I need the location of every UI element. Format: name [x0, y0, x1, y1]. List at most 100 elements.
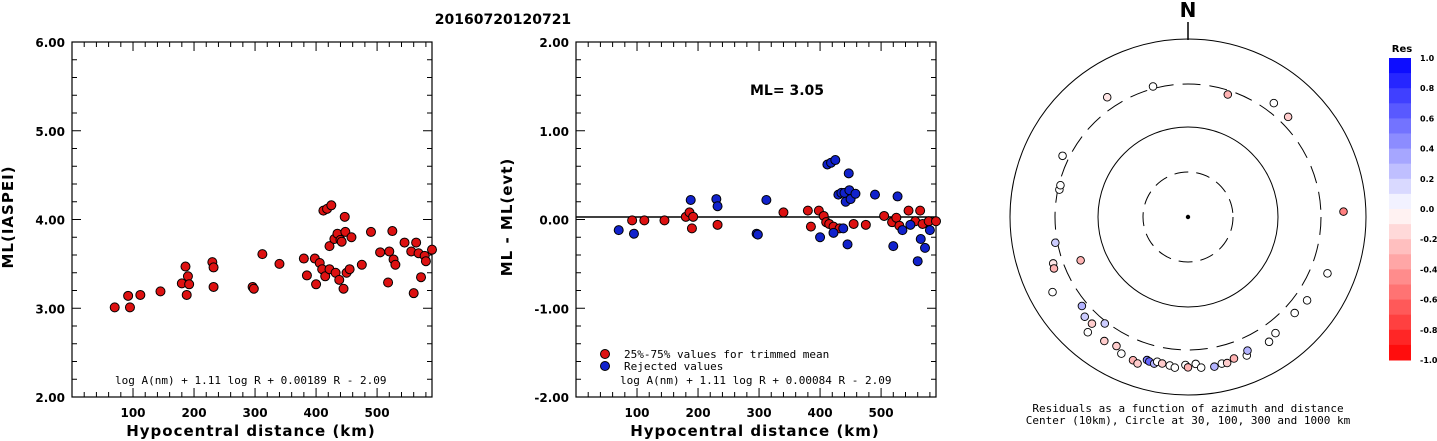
magnitude-point [387, 226, 398, 237]
colorbar-cell [1389, 73, 1411, 89]
magnitude-point [257, 249, 268, 260]
magnitude-y-tick-label: 4.00 [35, 214, 65, 228]
trimmed-mean-point [712, 219, 723, 230]
station-residual-point [1100, 336, 1109, 346]
trimmed-mean-point [802, 205, 813, 216]
station-residual-point [1183, 363, 1193, 372]
residual-x-tick-label: 300 [747, 406, 772, 420]
magnitude-point [274, 258, 285, 269]
magnitude-point [301, 270, 312, 281]
magnitude-points [109, 200, 437, 313]
magnitude-point [338, 283, 349, 294]
magnitude-point [408, 288, 419, 299]
station-residual-point [1210, 362, 1219, 371]
magnitude-point [420, 256, 431, 267]
magnitude-y-tick-label: 5.00 [35, 125, 65, 139]
station-residual-point [1056, 180, 1065, 190]
magnitude-point [155, 286, 166, 297]
station-residual-point [1080, 312, 1089, 321]
residual-colorbar: Res 1.0 0.8 0.6 0.4 0.2 0.0 -0.2 -0.4 -0.6 -0.8 -1… [1389, 44, 1437, 365]
magnitude-axes: 100 200 300 400 500 2.00 3.00 4.00 5.00 6.00 [35, 36, 433, 420]
station-residual-point [1196, 363, 1206, 372]
ml-annotation: ML= 3.05 [750, 83, 824, 99]
magnitude-point [124, 302, 135, 313]
magnitude-point [416, 272, 427, 283]
station-residual-point [1058, 151, 1067, 161]
colorbar-tick-label: 1.0 [1420, 54, 1435, 63]
rejected-point [830, 155, 841, 166]
residual-y-axis-label: ML - ML(evt) [498, 158, 516, 276]
colorbar-cell [1389, 178, 1411, 195]
rejected-point [892, 191, 903, 202]
residual-x-tick-label: 400 [808, 406, 833, 420]
station-residual-point [1339, 207, 1348, 216]
center-point [1185, 214, 1191, 220]
colorbar-cell [1389, 118, 1411, 134]
magnitude-point [208, 262, 219, 273]
azimuth-residual-panel: N Residuals as a function of azimuth and… [1009, 0, 1367, 427]
colorbar-cell [1389, 209, 1411, 225]
colorbar-cell [1389, 314, 1411, 331]
station-residual-point [1100, 319, 1110, 328]
ring-1000km [1009, 38, 1367, 396]
rejected-point [850, 188, 861, 199]
magnitude-x-tick-label: 300 [243, 406, 268, 420]
legend-label-trimmed-mean: 25%-75% values for trimmed mean [624, 348, 829, 361]
magnitude-point [427, 244, 437, 255]
magnitude-point [320, 271, 331, 282]
rejected-point [912, 256, 923, 267]
rejected-point [752, 229, 763, 240]
ring-300km [1054, 83, 1322, 351]
residual-y-tick-label: 0.00 [539, 214, 569, 228]
station-residual-point [1048, 287, 1057, 297]
magnitude-y-tick-label: 6.00 [35, 36, 65, 50]
rejected-point [897, 225, 908, 236]
trimmed-mean-point [686, 223, 697, 234]
trimmed-mean-point [688, 211, 699, 222]
colorbar-cell [1389, 269, 1411, 285]
magnitude-point [184, 279, 195, 290]
trimmed-mean-point [848, 218, 859, 229]
colorbar-ticks: 1.0 0.8 0.6 0.4 0.2 0.0 -0.2 -0.4 -0.6 -0.8 -1.0 [1420, 54, 1437, 365]
magnitude-plot-frame [71, 41, 433, 398]
magnitude-point [365, 226, 376, 237]
residual-axes: 100 200 300 400 500 -2.00 -1.00 0.00 1.00 2.00 [534, 36, 937, 420]
colorbar-tick-label: 0.8 [1420, 84, 1435, 93]
trimmed-mean-point [903, 205, 914, 216]
azimuth-points [1048, 82, 1348, 372]
magnitude-point [356, 259, 367, 270]
magnitude-point [334, 274, 345, 285]
station-residual-point [1148, 82, 1158, 91]
legend-marker-trimmed-mean [600, 349, 610, 359]
station-residual-point [1133, 359, 1142, 368]
rejected-point [915, 234, 926, 245]
colorbar-cell [1389, 329, 1411, 346]
magnitude-point [399, 237, 410, 248]
station-residual-point [1264, 337, 1274, 347]
residual-points [613, 155, 941, 267]
rejected-point [838, 223, 849, 234]
trimmed-mean-point [639, 215, 650, 226]
colorbar-cell [1389, 103, 1411, 119]
residual-distance-panel: 100 200 300 400 500 -2.00 -1.00 0.00 1.00 2.00 ML… [498, 36, 941, 440]
rejected-point [613, 225, 624, 236]
rejected-point [869, 189, 880, 200]
magnitude-point [375, 247, 386, 258]
trimmed-mean-point [805, 221, 816, 232]
magnitude-point [336, 236, 347, 247]
trimmed-mean-point [659, 215, 670, 226]
station-residual-point [1271, 328, 1280, 338]
magnitude-point [339, 211, 350, 222]
rejected-point [920, 242, 931, 253]
colorbar-tick-label: 0.4 [1420, 145, 1435, 154]
magnitude-x-axis-label: Hypocentral distance (km) [126, 422, 376, 440]
station-residual-point [1269, 98, 1279, 108]
rejected-point [888, 241, 899, 252]
ring-100km [1097, 126, 1279, 308]
trimmed-mean-point [778, 207, 789, 218]
magnitude-point [109, 302, 120, 313]
residual-x-axis-label: Hypocentral distance (km) [630, 422, 880, 440]
legend-label-rejected: Rejected values [624, 360, 723, 373]
trimmed-mean-point [879, 210, 890, 221]
colorbar-cell [1389, 284, 1411, 301]
